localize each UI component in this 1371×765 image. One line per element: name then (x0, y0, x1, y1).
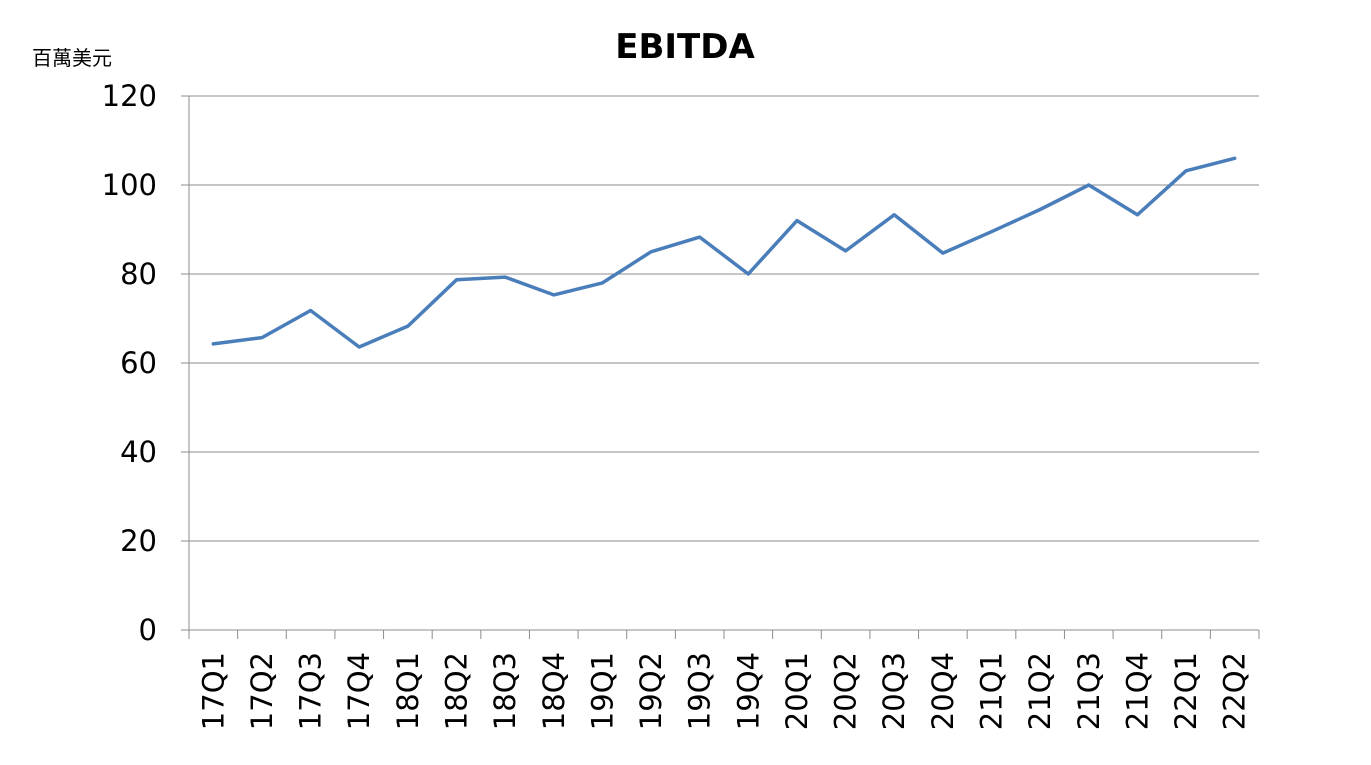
y-tick-label: 20 (120, 524, 157, 558)
y-tick-labels: 0 20 40 60 80 100 120 (102, 79, 157, 647)
series-line-0 (211, 156, 1237, 349)
x-tick-label: 20Q2 (829, 652, 863, 730)
x-tick-label: 21Q1 (975, 652, 1009, 730)
x-tick-label: 19Q2 (634, 652, 668, 730)
series (211, 156, 1237, 349)
x-tick-label: 19Q3 (683, 652, 717, 730)
gridlines (189, 95, 1259, 542)
x-tick-label: 20Q4 (926, 652, 960, 730)
x-tick-label: 21Q3 (1072, 652, 1106, 730)
x-tick-label: 17Q4 (342, 652, 376, 730)
x-tick-label: 18Q3 (488, 652, 522, 730)
x-tick-label: 19Q4 (731, 652, 765, 730)
x-tick-label: 17Q1 (196, 652, 230, 730)
axes (181, 95, 1260, 639)
x-tick-label: 17Q3 (294, 652, 328, 730)
x-tick-label: 20Q1 (780, 652, 814, 730)
y-tick-label: 100 (102, 168, 157, 202)
y-tick-label: 60 (120, 346, 157, 380)
x-tick-label: 18Q4 (537, 652, 571, 730)
x-tick-label: 17Q2 (245, 652, 279, 730)
x-tick-label: 19Q1 (585, 652, 619, 730)
chart-title: EBITDA (615, 27, 755, 67)
y-tick-label: 80 (120, 257, 157, 291)
x-tick-label: 22Q1 (1169, 652, 1203, 730)
y-tick-label: 120 (102, 79, 157, 113)
x-tick-labels: 17Q1 17Q2 17Q3 17Q4 18Q1 18Q2 18Q3 18Q4 19Q1 19Q2… (196, 652, 1251, 730)
y-tick-label: 40 (120, 435, 157, 469)
x-tick-label: 18Q2 (440, 652, 474, 730)
y-tick-label: 0 (139, 613, 157, 647)
x-tick-label: 18Q1 (391, 652, 425, 730)
x-tick-label: 21Q2 (1023, 652, 1057, 730)
x-tick-label: 21Q4 (1120, 652, 1154, 730)
y-unit-label: 百萬美元 (32, 46, 112, 70)
x-tick-label: 20Q3 (877, 652, 911, 730)
x-tick-label: 22Q2 (1218, 652, 1252, 730)
